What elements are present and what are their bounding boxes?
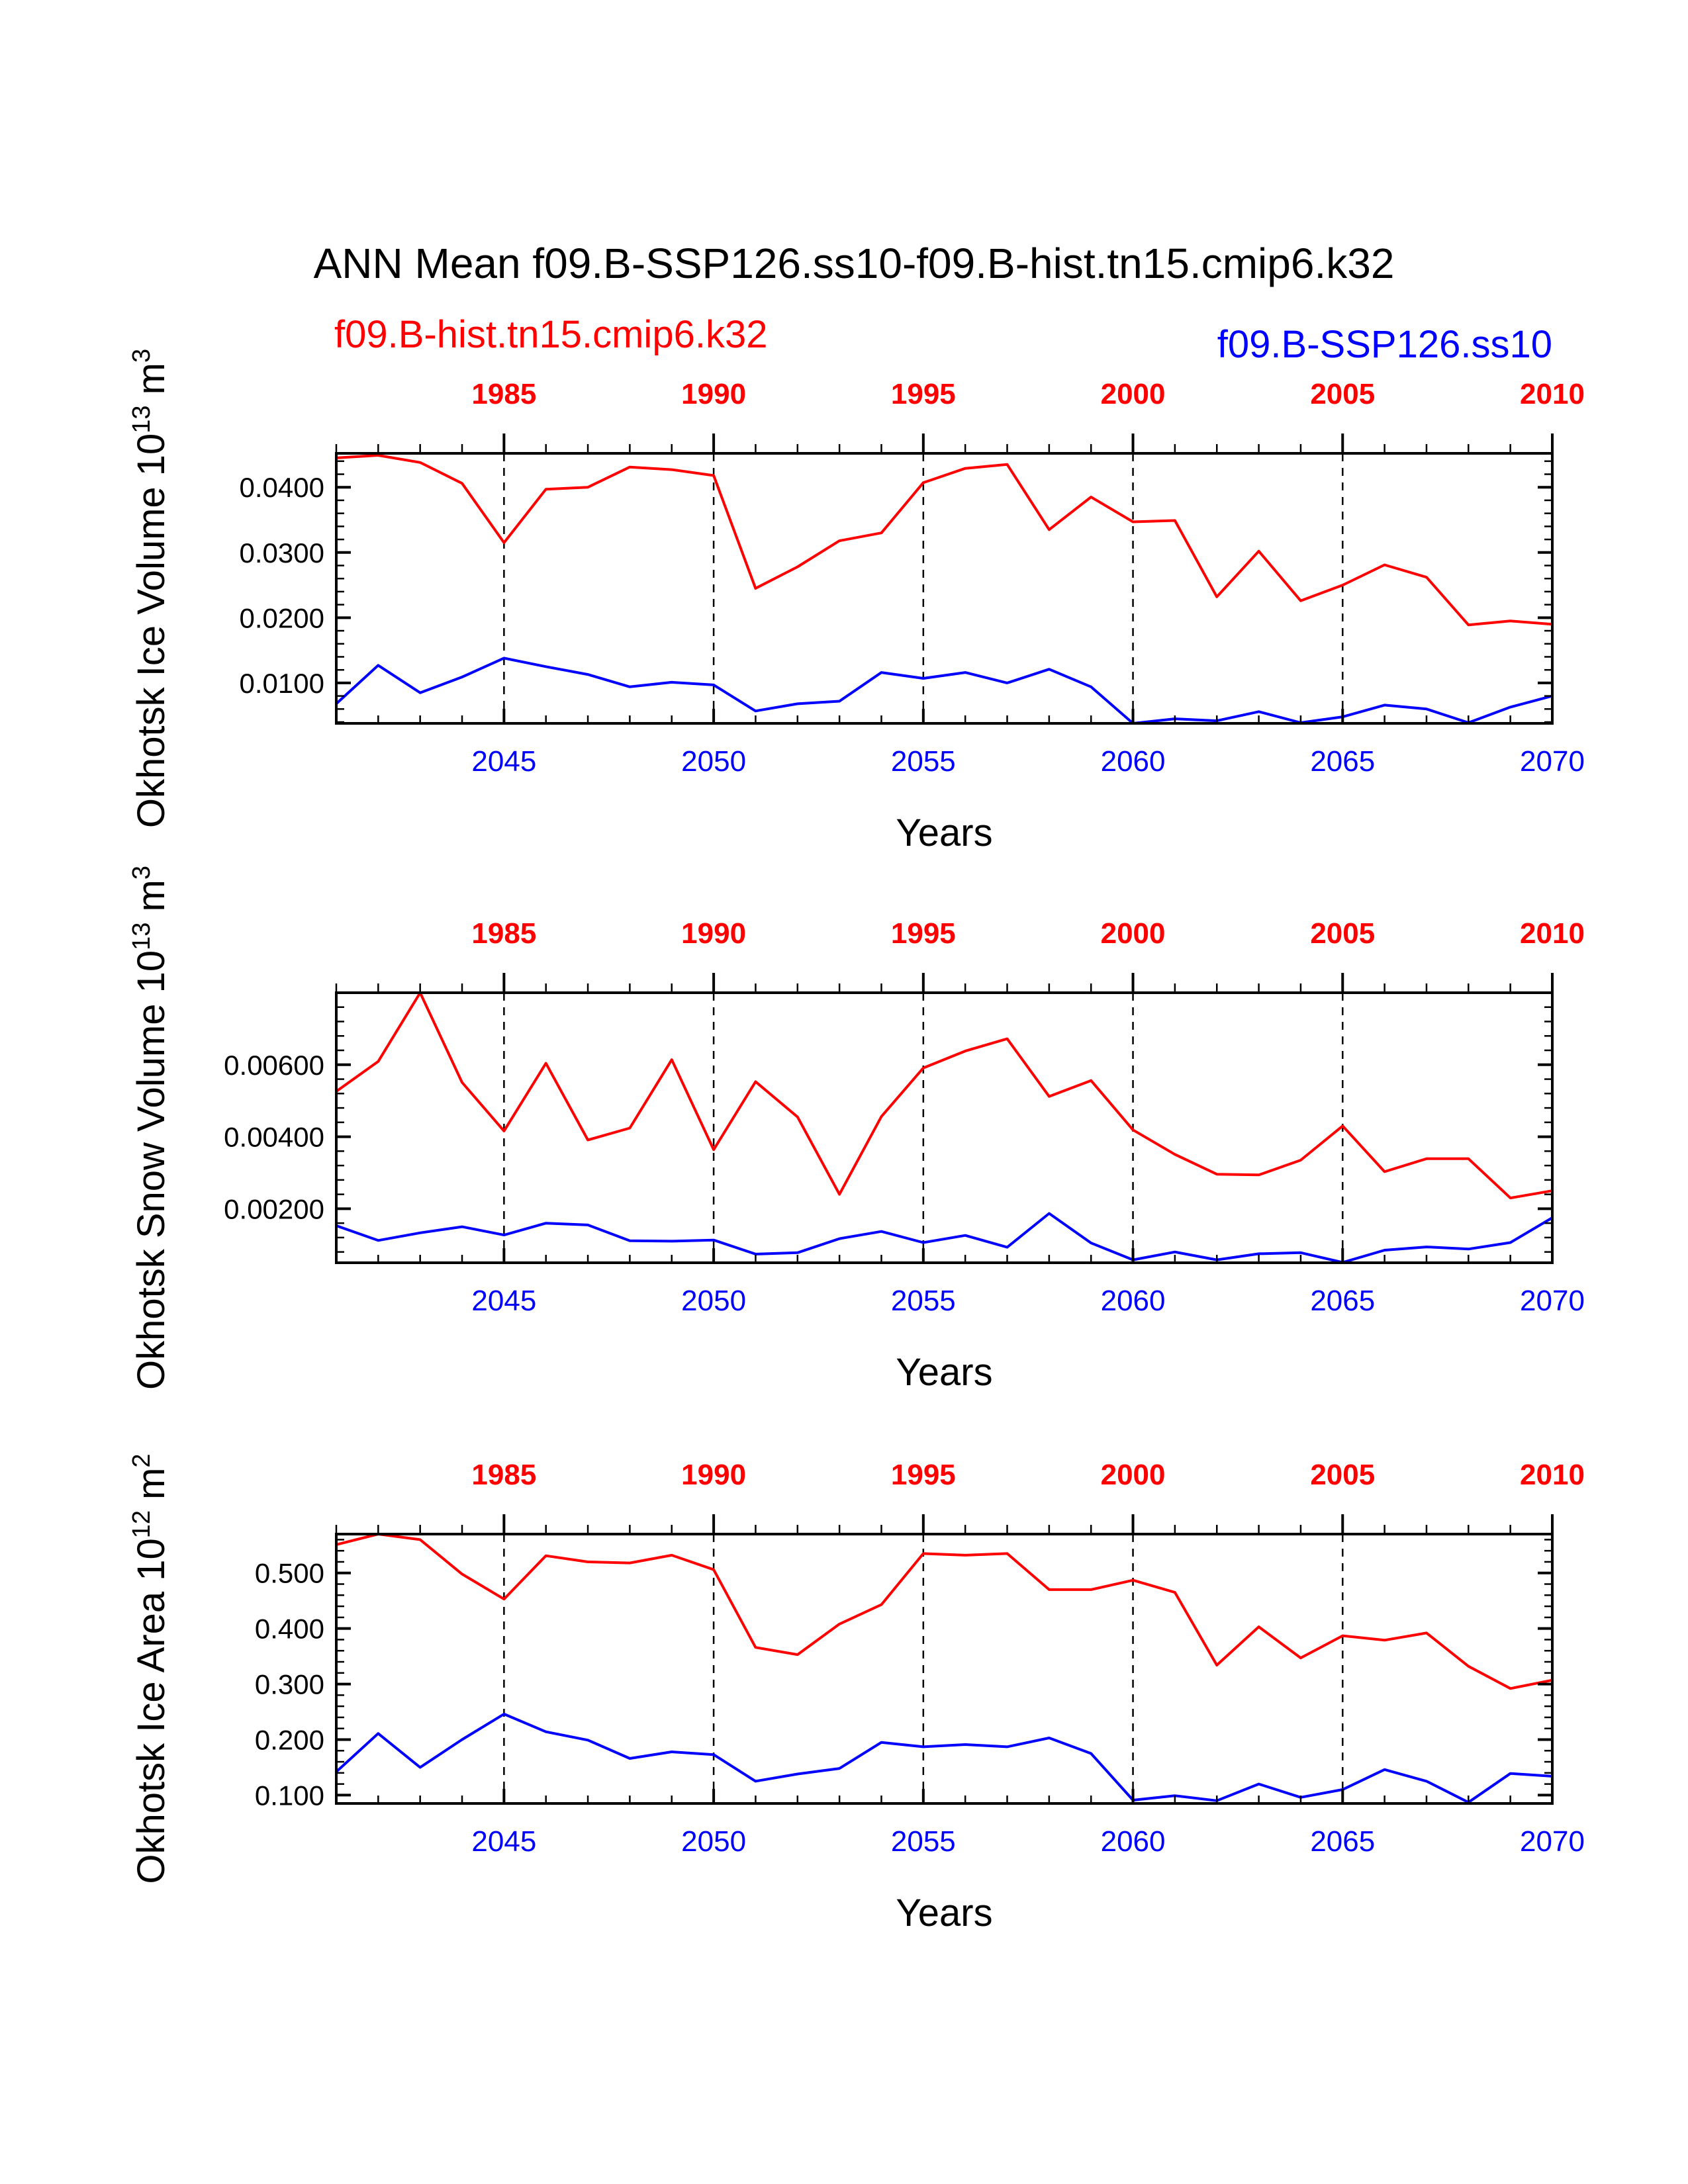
x-axis-label: Years <box>896 1351 992 1394</box>
x-top-tick-label: 2005 <box>1310 378 1375 410</box>
x-top-tick-label: 1995 <box>891 1459 956 1491</box>
legend-hist: f09.B-hist.tn15.cmip6.k32 <box>334 313 767 356</box>
chart-title: ANN Mean f09.B-SSP126.ss10-f09.B-hist.tn… <box>314 240 1395 287</box>
x-bottom-tick-label: 2065 <box>1310 745 1375 778</box>
x-bottom-tick-label: 2045 <box>471 745 536 778</box>
x-bottom-tick-label: 2055 <box>891 1825 956 1858</box>
x-top-tick-label: 2010 <box>1520 1459 1585 1491</box>
y-tick-label: 0.0300 <box>240 537 324 569</box>
x-top-tick-label: 1990 <box>681 917 746 950</box>
x-bottom-tick-label: 2055 <box>891 745 956 778</box>
series-line-hist <box>336 1533 1553 1690</box>
x-bottom-tick-label: 2070 <box>1520 745 1585 778</box>
y-tick-label: 0.0400 <box>240 472 324 503</box>
x-bottom-tick-label: 2065 <box>1310 1825 1375 1858</box>
x-bottom-tick-label: 2060 <box>1101 745 1166 778</box>
x-bottom-tick-label: 2045 <box>471 1825 536 1858</box>
panel-1: 0.0100 0.0200 0.0300 0.0400 2045 2050 2055 2060… <box>128 349 1585 854</box>
x-top-tick-label: 1990 <box>681 1459 746 1491</box>
x-top-tick-label: 1995 <box>891 917 956 950</box>
x-top-tick-label: 1985 <box>471 1459 536 1491</box>
x-bottom-tick-label: 2070 <box>1520 1285 1585 1317</box>
y-tick-label: 0.00400 <box>224 1122 324 1153</box>
x-top-tick-label: 2000 <box>1101 1459 1166 1491</box>
x-top-tick-label: 2000 <box>1101 917 1166 950</box>
x-top-tick-label: 2000 <box>1101 378 1166 410</box>
plot-frame <box>335 1533 1554 1805</box>
x-top-tick-label: 1985 <box>471 378 536 410</box>
y-tick-label: 0.0100 <box>240 668 324 699</box>
y-tick-label: 0.00600 <box>224 1050 324 1081</box>
series-line-ssp <box>336 1212 1554 1264</box>
legend-ssp: f09.B-SSP126.ss10 <box>1217 323 1552 366</box>
x-top-tick-label: 2010 <box>1520 378 1585 410</box>
x-top-tick-label: 2005 <box>1310 917 1375 950</box>
x-top-tick-label: 1985 <box>471 917 536 950</box>
x-bottom-tick-label: 2070 <box>1520 1825 1585 1858</box>
x-bottom-tick-label: 2060 <box>1101 1825 1166 1858</box>
y-axis-label: Okhotsk Ice Area 1012 m2 <box>128 1453 173 1884</box>
x-bottom-tick-label: 2050 <box>681 1825 746 1858</box>
x-bottom-tick-label: 2055 <box>891 1285 956 1317</box>
x-top-tick-label: 2005 <box>1310 1459 1375 1491</box>
y-tick-label: 0.100 <box>255 1780 324 1811</box>
x-bottom-tick-label: 2065 <box>1310 1285 1375 1317</box>
x-axis-label: Years <box>896 1891 992 1934</box>
x-bottom-tick-label: 2060 <box>1101 1285 1166 1317</box>
plot-frame <box>335 991 1554 1264</box>
y-tick-label: 0.200 <box>255 1724 324 1755</box>
series-line-hist <box>336 454 1553 627</box>
x-top-tick-label: 1990 <box>681 378 746 410</box>
y-tick-label: 0.400 <box>255 1614 324 1645</box>
series-line-ssp <box>335 657 1553 725</box>
chart-panels: 0.0100 0.0200 0.0300 0.0400 2045 2050 2055 2060… <box>128 349 1585 1934</box>
y-tick-label: 0.0200 <box>240 602 324 633</box>
x-bottom-tick-label: 2050 <box>681 745 746 778</box>
x-bottom-tick-label: 2050 <box>681 1285 746 1317</box>
series-line-hist <box>335 991 1553 1200</box>
y-axis-label: Okhotsk Snow Volume 1013 m3 <box>128 866 173 1390</box>
y-tick-label: 0.300 <box>255 1669 324 1700</box>
plot-frame <box>335 452 1554 725</box>
x-top-tick-label: 2010 <box>1520 917 1585 950</box>
panel-2: 0.00200 0.00400 0.00600 2045 2050 2055 2060 206… <box>128 866 1585 1394</box>
x-axis-label: Years <box>896 811 992 854</box>
series-line-ssp <box>335 1712 1553 1804</box>
panel-3: 0.100 0.200 0.300 0.400 0.500 2045 2050 2055 206… <box>128 1453 1585 1934</box>
x-top-tick-label: 1995 <box>891 378 956 410</box>
x-bottom-tick-label: 2045 <box>471 1285 536 1317</box>
y-tick-label: 0.00200 <box>224 1193 324 1224</box>
y-tick-label: 0.500 <box>255 1558 324 1589</box>
y-axis-label: Okhotsk Ice Volume 1013 m3 <box>128 349 173 828</box>
